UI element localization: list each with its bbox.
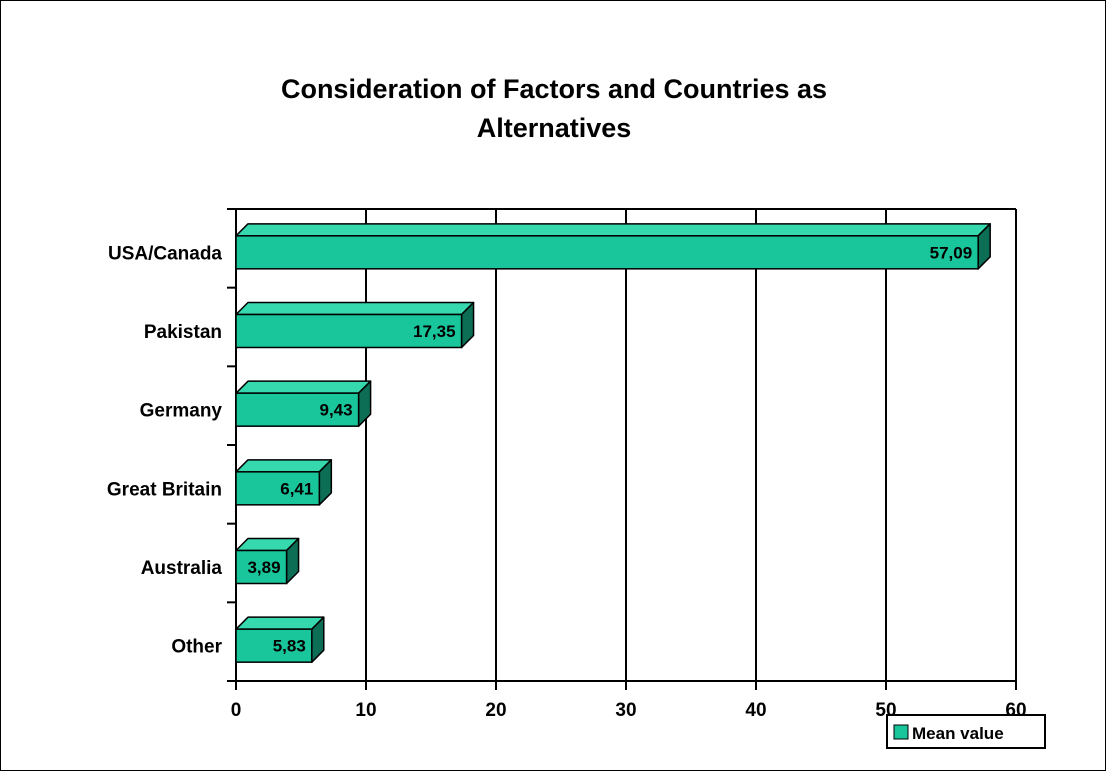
chart-title-line-1: Consideration of Factors and Countries a… — [281, 74, 827, 104]
axes — [227, 208, 1017, 690]
bar-australia: 3,89 — [235, 537, 300, 585]
bar-front-face — [235, 549, 288, 585]
bar-other: 5,83 — [235, 616, 325, 663]
data-label-australia: 3,89 — [247, 558, 280, 577]
bar-pakistan: 17,35 — [235, 301, 475, 349]
x-tick-label-40: 40 — [745, 700, 766, 721]
bar-top-face — [235, 380, 372, 394]
data-label-germany: 9,43 — [319, 401, 352, 420]
category-label-germany: Germany — [140, 401, 223, 422]
x-tick-label-0: 0 — [231, 700, 242, 721]
data-label-great-britain: 6,41 — [280, 479, 313, 498]
bar-front-face — [235, 392, 360, 427]
category-label-pakistan: Pakistan — [144, 322, 222, 343]
legend-box — [886, 714, 1046, 749]
bar-great-britain: 6,41 — [235, 459, 333, 506]
bars: 57,09 17,35 9,43 6,41 3,89 5,83 — [235, 223, 991, 663]
category-labels: USA/Canada Pakistan Germany Great Britain Au… — [107, 243, 223, 657]
x-tick-label-10: 10 — [355, 700, 376, 721]
category-label-great-britain: Great Britain — [107, 479, 222, 500]
data-label-pakistan: 17,35 — [413, 322, 456, 341]
bar-germany: 9,43 — [235, 380, 372, 427]
bar-front-face — [235, 235, 979, 270]
x-tick-label-20: 20 — [485, 700, 506, 721]
bar-front-face — [235, 628, 313, 663]
bar-top-face — [235, 616, 325, 630]
category-label-usa-canada: USA/Canada — [108, 243, 222, 264]
bar-usa-canada: 57,09 — [235, 223, 991, 270]
category-label-other: Other — [171, 637, 222, 658]
data-label-other: 5,83 — [273, 637, 306, 656]
bar-front-face — [235, 313, 463, 349]
legend: Mean value — [886, 714, 1046, 749]
bar-front-face — [235, 471, 321, 506]
bar-top-face — [235, 223, 991, 237]
chart-title-line-2: Alternatives — [477, 113, 632, 143]
bar-top-face — [235, 459, 333, 473]
legend-label-mean-value: Mean value — [912, 724, 1004, 743]
chart-title: Consideration of Factors and Countries a… — [281, 74, 827, 143]
data-label-usa-canada: 57,09 — [930, 243, 973, 262]
x-tick-label-30: 30 — [615, 700, 636, 721]
gridlines — [236, 208, 1017, 681]
bar-top-face — [235, 301, 475, 316]
category-label-australia: Australia — [141, 558, 223, 579]
legend-swatch — [893, 724, 909, 740]
